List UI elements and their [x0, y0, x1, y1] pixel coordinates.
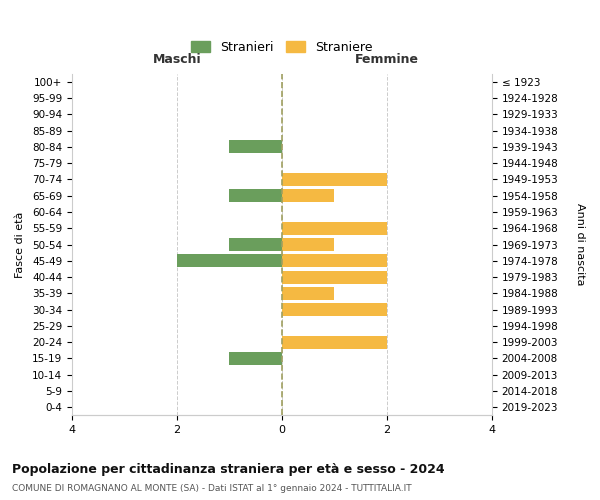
Text: Popolazione per cittadinanza straniera per età e sesso - 2024: Popolazione per cittadinanza straniera p… [12, 462, 445, 475]
Bar [282, 287, 334, 300]
Bar [177, 254, 282, 268]
Bar [282, 190, 334, 202]
Legend: Stranieri, Straniere: Stranieri, Straniere [187, 36, 377, 59]
Text: COMUNE DI ROMAGNANO AL MONTE (SA) - Dati ISTAT al 1° gennaio 2024 - TUTTITALIA.I: COMUNE DI ROMAGNANO AL MONTE (SA) - Dati… [12, 484, 412, 493]
Text: Maschi: Maschi [152, 52, 201, 66]
Bar [282, 173, 387, 186]
Bar [282, 254, 387, 268]
Bar [229, 190, 282, 202]
Bar [282, 336, 387, 348]
Y-axis label: Fasce di età: Fasce di età [15, 212, 25, 278]
Bar [229, 140, 282, 153]
Bar [229, 352, 282, 365]
Bar [282, 270, 387, 283]
Text: Femmine: Femmine [355, 52, 419, 66]
Bar [282, 303, 387, 316]
Bar [229, 238, 282, 251]
Bar [282, 238, 334, 251]
Bar [282, 222, 387, 235]
Y-axis label: Anni di nascita: Anni di nascita [575, 204, 585, 286]
